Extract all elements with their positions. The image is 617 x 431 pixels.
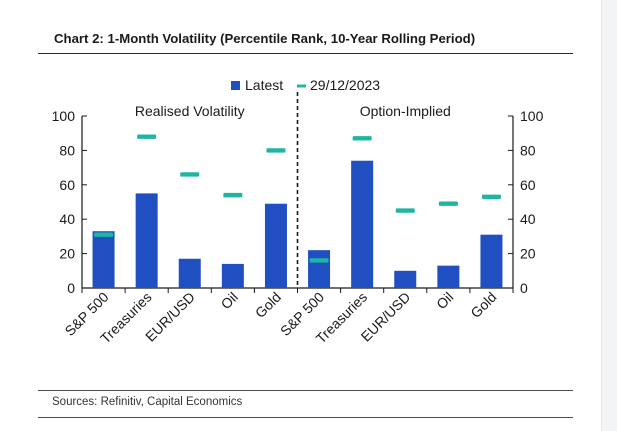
left-y-tick-label: 60 <box>59 177 75 193</box>
previous-markers <box>94 134 501 263</box>
category-label: Oil <box>218 289 241 312</box>
source-rule-bottom <box>38 417 573 418</box>
chart-axes: 0 0 20 20 40 40 60 60 80 80 100 100 Realised Volatil… <box>52 92 544 296</box>
latest-bar <box>264 203 287 288</box>
legend-latest-swatch <box>231 81 240 90</box>
latest-bar <box>135 193 158 288</box>
source-note: Sources: Refinitiv, Capital Economics <box>52 396 243 408</box>
category-label: Oil <box>433 289 456 312</box>
right-y-tick-label: 80 <box>520 142 536 158</box>
chart-title: Chart 2: 1-Month Volatility (Percentile … <box>54 31 476 46</box>
previous-marker <box>309 258 329 263</box>
previous-marker <box>438 201 458 206</box>
left-y-tick-label: 40 <box>59 211 75 227</box>
category-label: Gold <box>467 289 499 321</box>
category-label: Gold <box>252 289 284 321</box>
chart-area: 0 0 20 20 40 40 60 60 80 80 100 100 Realised Volatil… <box>52 77 544 347</box>
previous-marker <box>352 136 372 141</box>
previous-marker <box>481 194 501 200</box>
latest-bar <box>351 160 374 288</box>
legend-previous-label: 29/12/2023 <box>310 77 380 93</box>
latest-bar <box>92 231 115 288</box>
source-rule-top <box>38 390 573 391</box>
title-rule <box>38 53 573 54</box>
legend-latest-label: Latest <box>245 77 283 93</box>
right-y-tick-label: 20 <box>520 246 536 262</box>
right-y-tick-label: 60 <box>520 177 536 193</box>
previous-marker <box>94 232 114 237</box>
latest-bar <box>178 258 201 288</box>
group-label-implied: Option-Implied <box>360 103 451 119</box>
previous-marker <box>223 192 243 198</box>
latest-bar <box>221 263 244 288</box>
latest-bar <box>394 270 417 288</box>
left-y-tick-label: 80 <box>59 142 75 158</box>
right-scroll-rail <box>601 0 617 431</box>
previous-marker <box>137 134 157 139</box>
latest-bar <box>437 265 460 288</box>
previous-marker <box>180 172 200 177</box>
left-y-tick-label: 100 <box>52 108 76 124</box>
previous-marker <box>395 208 415 213</box>
right-y-tick-label: 0 <box>520 280 528 296</box>
chart-legend: Latest 29/12/2023 <box>231 77 380 93</box>
left-y-tick-label: 20 <box>59 246 75 262</box>
group-label-realised: Realised Volatility <box>135 103 245 119</box>
left-y-tick-label: 0 <box>67 280 75 296</box>
legend-previous-swatch <box>297 84 306 88</box>
previous-marker <box>266 148 286 153</box>
latest-bar <box>308 250 331 288</box>
latest-bar <box>480 234 503 288</box>
right-y-tick-label: 100 <box>520 108 544 124</box>
right-y-tick-label: 40 <box>520 211 536 227</box>
